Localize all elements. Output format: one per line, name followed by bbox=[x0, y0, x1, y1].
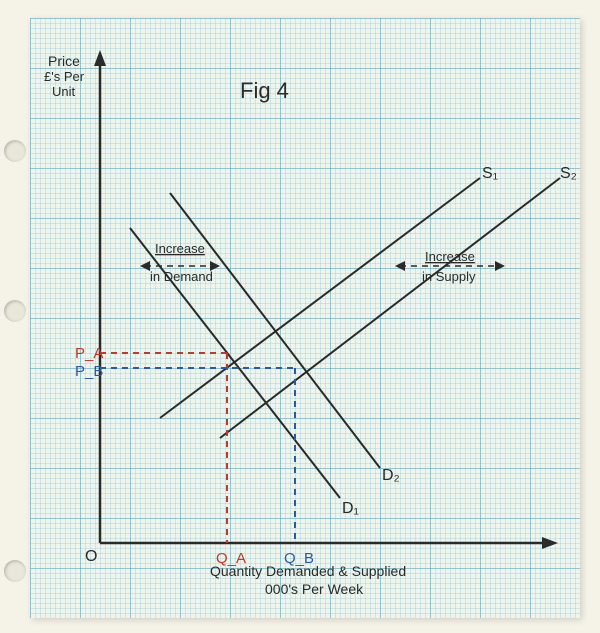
s1-label: S₁ bbox=[482, 165, 498, 182]
supply-shift-text-1: Increase bbox=[425, 249, 475, 264]
punch-hole bbox=[4, 560, 26, 582]
y-axis-label-1: Price bbox=[48, 53, 80, 69]
d2-label: D₂ bbox=[382, 467, 400, 484]
d1-label: D₁ bbox=[342, 500, 359, 517]
y-axis-label-3: Unit bbox=[52, 84, 76, 99]
supply-shift-annotation: Increase in Supply bbox=[395, 249, 505, 284]
axes bbox=[94, 50, 558, 549]
demand-shift-text-2: in Demand bbox=[150, 269, 213, 284]
punch-hole bbox=[4, 140, 26, 162]
y-axis-label-2: £'s Per bbox=[44, 69, 85, 84]
pb-label: P_B bbox=[75, 363, 103, 380]
demand-shift-text-1: Increase bbox=[155, 241, 205, 256]
supply-curve-s2 bbox=[220, 178, 560, 438]
supply-demand-diagram: Fig 4 Price £'s Per Unit O Quantity Dema… bbox=[30, 18, 580, 618]
demand-shift-annotation: Increase in Demand bbox=[140, 241, 220, 284]
origin-label: O bbox=[85, 548, 97, 565]
supply-curve-s1 bbox=[160, 178, 480, 418]
qb-label: Q_B bbox=[284, 550, 314, 567]
punch-hole bbox=[4, 300, 26, 322]
figure-title: Fig 4 bbox=[240, 78, 289, 103]
pa-label: P_A bbox=[75, 345, 103, 362]
qa-label: Q_A bbox=[216, 550, 246, 567]
s2-label: S₂ bbox=[560, 165, 577, 182]
supply-shift-text-2: in Supply bbox=[422, 269, 476, 284]
x-axis-label-2: 000's Per Week bbox=[265, 581, 364, 597]
